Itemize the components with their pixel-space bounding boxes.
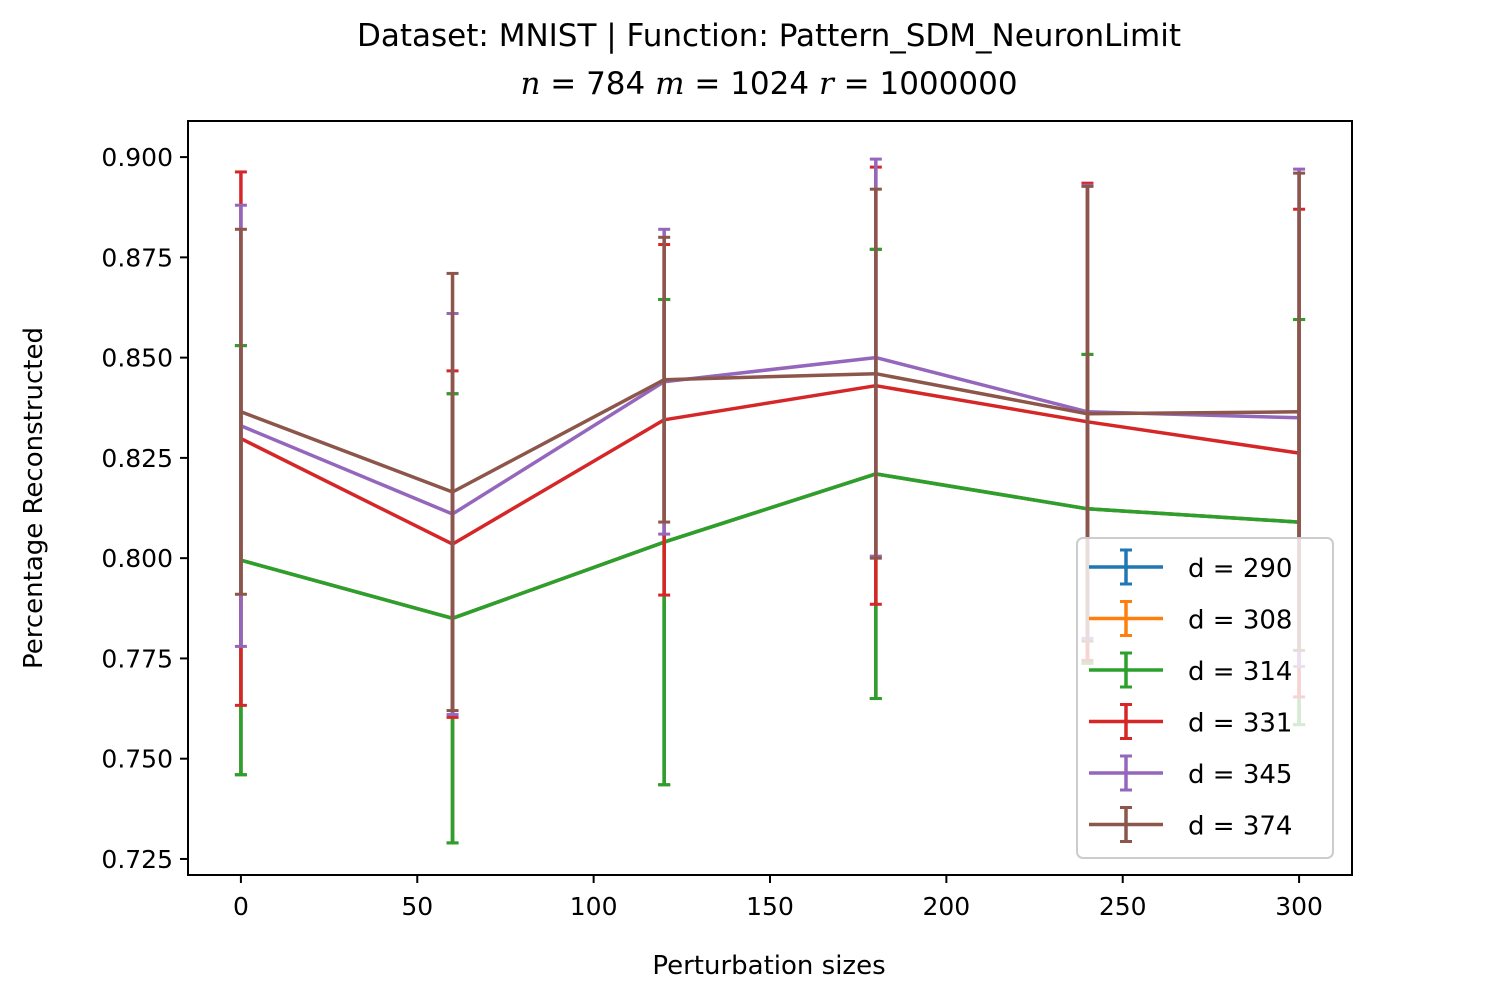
- y-tick-label: 0.850: [101, 344, 173, 373]
- legend-label: d = 314: [1188, 657, 1292, 687]
- series-line: [240, 355, 1300, 516]
- legend-label: d = 308: [1188, 606, 1292, 636]
- y-axis-label: Percentage Reconstructed: [19, 327, 49, 669]
- x-tick-label: 150: [746, 892, 794, 921]
- x-tick-label: 50: [401, 892, 433, 921]
- y-tick-label: 0.875: [101, 243, 173, 272]
- legend-entry: d = 331: [1089, 703, 1292, 740]
- x-tick-label: 0: [233, 892, 249, 921]
- legend-entry: d = 314: [1089, 651, 1292, 689]
- y-tick-label: 0.900: [101, 143, 173, 172]
- legend-entry: d = 308: [1089, 600, 1292, 637]
- axes-layer: 0 50 100 150 200 250 300 0.725 0.750 0.775 0.800 0.…: [101, 143, 1323, 921]
- legend-box: [1076, 537, 1334, 859]
- y-tick-label: 0.800: [101, 544, 173, 573]
- y-tick-label: 0.825: [101, 444, 173, 473]
- series-line: [240, 472, 1300, 621]
- x-axis-label: Perturbation sizes: [652, 951, 885, 981]
- series-layer: [234, 157, 1306, 845]
- series-d374: [234, 171, 1306, 713]
- legend-label: d = 331: [1188, 709, 1292, 739]
- chart-title: Dataset: MNIST | Function: Pattern_SDM_N…: [357, 18, 1181, 54]
- series-line: [240, 383, 1300, 546]
- x-tick-label: 300: [1275, 892, 1323, 921]
- legend-entry: d = 374: [1089, 806, 1292, 843]
- y-tick-label: 0.775: [101, 644, 173, 673]
- legend-label: d = 374: [1188, 812, 1292, 842]
- x-tick-label: 200: [923, 892, 971, 921]
- x-tick-label: 250: [1099, 892, 1147, 921]
- x-tick-label: 100: [570, 892, 618, 921]
- series-line: [240, 371, 1300, 494]
- y-tick-label: 0.725: [101, 845, 173, 874]
- legend-label: d = 290: [1188, 554, 1292, 584]
- chart-subtitle: n = 784 m = 1024 r = 1000000: [520, 66, 1018, 102]
- y-tick-label: 0.750: [101, 745, 173, 774]
- legend-label: d = 345: [1188, 760, 1292, 790]
- legend: d = 290 d = 308 d = 314 d = 331 d = 345 d = 3…: [1076, 537, 1334, 859]
- legend-entry: d = 290: [1089, 548, 1292, 586]
- legend-entry: d = 345: [1089, 754, 1292, 792]
